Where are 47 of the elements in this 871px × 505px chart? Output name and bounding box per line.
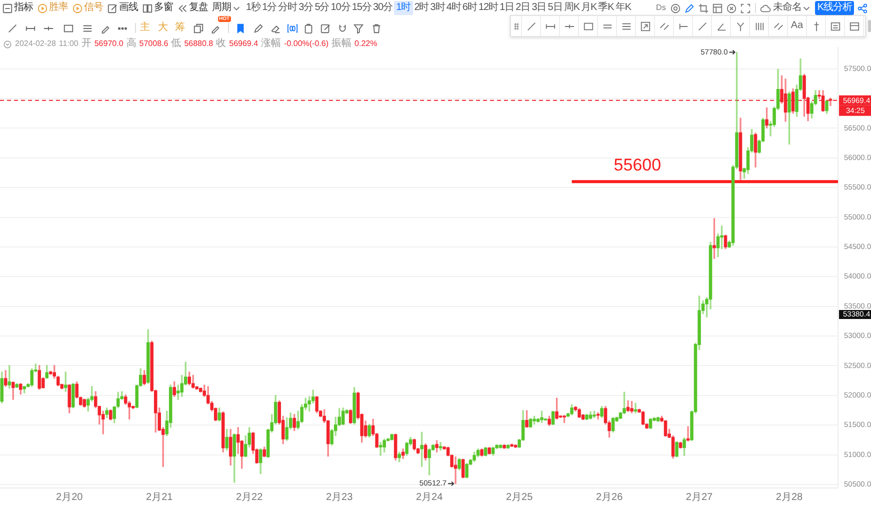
- text: 季K: [598, 2, 614, 14]
- text: 2日: [516, 2, 530, 14]
- text: 画线: [119, 2, 138, 14]
- text: 3日: [532, 2, 546, 14]
- text: 主: [140, 22, 150, 34]
- text: 未命名: [772, 2, 802, 14]
- text: 复盘: [189, 2, 208, 14]
- text: 5分: [314, 2, 330, 14]
- text: 30分: [373, 2, 393, 14]
- text: 1时: [394, 1, 413, 15]
- text: 周K: [564, 2, 580, 14]
- x-tick-label: 2月25: [506, 492, 534, 503]
- text: 2时: [414, 2, 429, 14]
- text: 1秒: [246, 2, 261, 14]
- text: 分时: [278, 2, 298, 14]
- x-tick-label: 2月23: [326, 492, 354, 503]
- text: Ds: [656, 2, 666, 14]
- text: 6时: [462, 2, 477, 14]
- text: K线分析: [815, 1, 854, 15]
- candlestick: [378, 442, 382, 456]
- text: 3分: [298, 2, 314, 14]
- x-tick-label: 2月27: [686, 492, 714, 503]
- text: 2024-02-28 11:00 开 56970.0 高 57008.6 低 56880.8 收 56969.4 涨幅 -0.00%(-0.6) 振幅 0.22%: [15, 38, 378, 49]
- text: 3时: [430, 2, 445, 14]
- text: 胜率: [49, 2, 68, 14]
- text: 1分: [262, 2, 277, 14]
- text: 15分: [352, 2, 372, 14]
- text: 12时: [478, 2, 498, 14]
- text: 多窗: [154, 2, 173, 14]
- x-tick-label: 2月20: [56, 492, 84, 503]
- text: 5日: [548, 2, 562, 14]
- series-label: 55600: [614, 156, 662, 175]
- text: 10分: [330, 2, 350, 14]
- text: 月K: [580, 2, 597, 14]
- text: 信号: [84, 2, 103, 14]
- x-tick-label: 2月26: [596, 492, 624, 503]
- text: 大: [158, 22, 168, 34]
- text: 指标: [14, 2, 33, 14]
- x-tick-label: 2月28: [776, 492, 804, 503]
- text: 4时: [446, 2, 461, 14]
- text: 周期: [212, 2, 231, 14]
- x-tick-label: 2月24: [416, 492, 444, 503]
- text: 1日: [500, 2, 514, 14]
- text: 年K: [615, 2, 631, 14]
- x-tick-label: 2月22: [236, 492, 264, 503]
- text: 筹: [175, 22, 184, 34]
- x-tick-label: 2月21: [146, 492, 174, 503]
